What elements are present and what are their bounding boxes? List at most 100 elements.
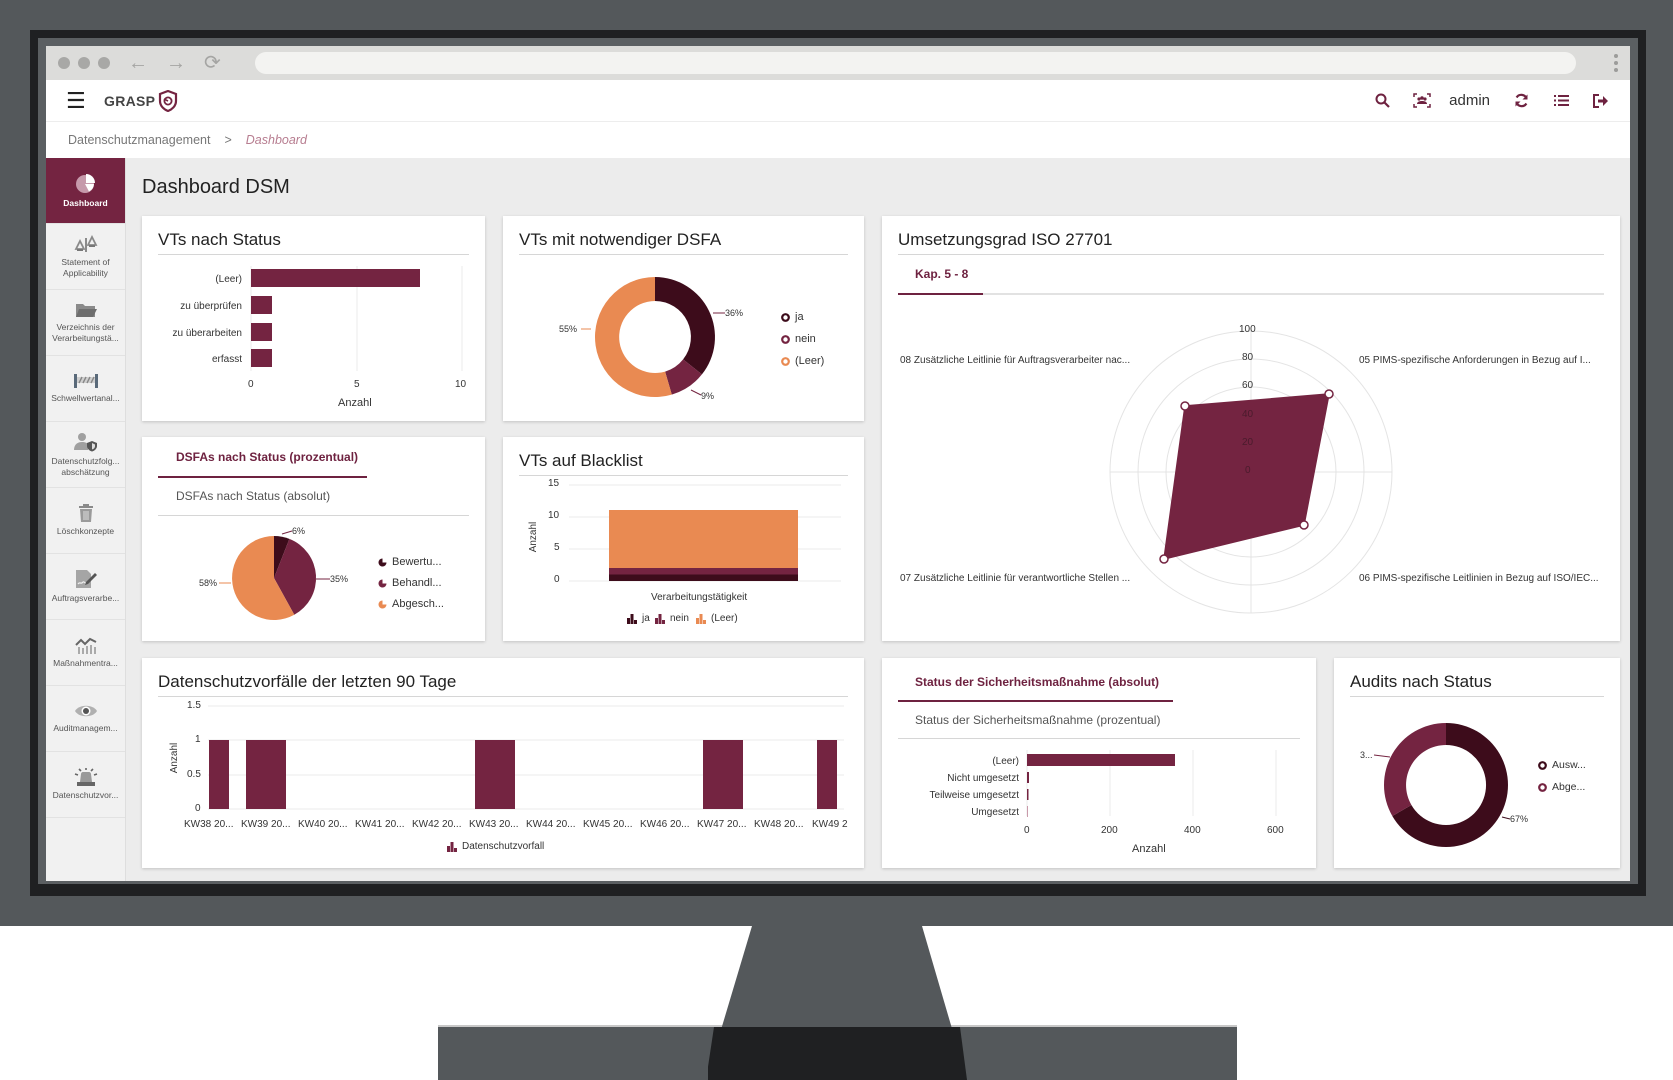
users-scan-icon[interactable] — [1413, 92, 1431, 110]
card-dsfas-nach-status: DSFAs nach Status (prozentual) DSFAs nac… — [142, 437, 485, 641]
y-tick: 0.5 — [187, 769, 201, 780]
x-tick: KW48 20... — [754, 819, 804, 830]
tab-massnahme-prozentual[interactable]: Status der Sicherheitsmaßnahme (prozentu… — [915, 713, 1161, 727]
sidebar-item-label: Verzeichnis der Verarbeitungstä... — [52, 321, 119, 343]
svg-text:Nicht umgesetzt: Nicht umgesetzt — [947, 773, 1019, 784]
legend-item-ja[interactable]: ja — [781, 311, 804, 323]
sidebar-item-label: Datenschutzfolg... abschätzung — [51, 455, 120, 477]
legend-item-leer[interactable]: (Leer) — [696, 613, 738, 624]
measures-bar-chart[interactable]: (Leer) Nicht umgesetzt Teilweise umgesetzt… — [882, 658, 1316, 868]
x-tick: KW39 20... — [241, 819, 291, 830]
user-name[interactable]: admin — [1449, 92, 1490, 109]
legend-item-abgeschlossen[interactable]: Abge... — [1538, 781, 1585, 793]
bar-legend-icon — [655, 613, 665, 624]
tab-dsfas-prozentual[interactable]: DSFAs nach Status (prozentual) — [176, 450, 359, 464]
tab-dsfas-absolut[interactable]: DSFAs nach Status (absolut) — [176, 489, 331, 503]
sidebar-item-label: Dashboard — [63, 198, 108, 209]
breadcrumb-parent[interactable]: Datenschutzmanagement — [68, 133, 211, 147]
svg-text:Anzahl: Anzahl — [528, 522, 539, 553]
radar-axis-label: 08 Zusätzliche Leitlinie für Auftragsver… — [900, 355, 1131, 366]
barrier-icon — [73, 374, 98, 389]
pie-legend-icon — [378, 557, 387, 566]
signature-icon — [75, 570, 97, 589]
list-icon[interactable] — [1552, 92, 1570, 110]
card-vts-dsfa: VTs mit notwendiger DSFA 36% 9% 55% ja — [503, 216, 864, 421]
legend-item-datenschutzvorfall[interactable]: Datenschutzvorfall — [447, 841, 544, 852]
card-iso-27701: Umsetzungsgrad ISO 27701 Kap. 5 - 8 100 — [882, 216, 1620, 641]
window-minimize-dot[interactable] — [78, 57, 90, 69]
sidebar-item-label: Auftragsverarbe... — [51, 593, 120, 604]
card-audits: Audits nach Status 3... 67% Ausw... Abge.… — [1334, 658, 1620, 868]
legend-item-nein[interactable]: nein — [655, 613, 689, 624]
card-title: Audits nach Status — [1350, 672, 1492, 691]
y-tick: 0 — [554, 574, 560, 585]
legend-item-bewertung[interactable]: Bewertu... — [378, 556, 442, 568]
audits-donut-chart[interactable]: 3... 67% — [1334, 658, 1620, 868]
legend-item-nein[interactable]: nein — [781, 333, 816, 345]
sidebar-item-schwellwertanalyse[interactable]: Schwellwertanal... — [46, 356, 125, 422]
search-icon[interactable] — [1373, 92, 1391, 110]
shield-logo-icon — [159, 89, 178, 112]
legend-item-auswertung[interactable]: Ausw... — [1538, 759, 1586, 771]
iso-radar-chart[interactable] — [882, 216, 1620, 641]
legend-item-behandlung[interactable]: Behandl... — [378, 577, 442, 589]
card-title: VTs auf Blacklist — [519, 451, 643, 470]
x-tick: 400 — [1184, 825, 1201, 836]
sidebar-item-verzeichnis[interactable]: Verzeichnis der Verarbeitungstä... — [46, 290, 125, 356]
legend-item-abgeschlossen[interactable]: Abgesch... — [378, 598, 444, 610]
logo-text: GRASP — [104, 92, 156, 109]
svg-text:9%: 9% — [701, 391, 714, 401]
sidebar-item-label: Maßnahmentra... — [53, 658, 118, 669]
window-maximize-dot[interactable] — [98, 57, 110, 69]
card-title: VTs mit notwendiger DSFA — [519, 230, 722, 249]
sidebar-item-auditmanagement[interactable]: Auditmanagem... — [46, 686, 125, 752]
address-bar[interactable] — [254, 52, 1576, 74]
x-axis-label: Anzahl — [338, 397, 372, 409]
svg-text:6%: 6% — [292, 526, 305, 536]
x-tick: KW42 20... — [412, 819, 462, 830]
tab-massnahme-absolut[interactable]: Status der Sicherheitsmaßnahme (absolut) — [915, 675, 1160, 689]
svg-text:3...: 3... — [1360, 750, 1373, 760]
hamburger-menu-icon[interactable]: ☰ — [66, 87, 86, 113]
refresh-icon[interactable] — [1512, 92, 1530, 110]
window-close-dot[interactable] — [58, 57, 70, 69]
logout-icon[interactable] — [1592, 92, 1610, 110]
svg-text:Anzahl: Anzahl — [169, 743, 180, 774]
sidebar-item-datenschutzvorfaelle[interactable]: Datenschutzvor... — [46, 752, 125, 818]
reload-icon[interactable]: ⟳ — [204, 52, 221, 74]
card-vts-nach-status: VTs nach Status (Leer) zu überprüfen zu üb… — [142, 216, 485, 421]
vts-status-bar-chart[interactable]: (Leer) zu überprüfen zu überarbeiten erfass… — [142, 216, 485, 421]
x-axis-label: Verarbeitungstätigkeit — [651, 592, 748, 603]
svg-text:erfasst: erfasst — [212, 354, 242, 365]
legend-item-ja[interactable]: ja — [627, 613, 650, 624]
svg-text:Teilweise umgesetzt: Teilweise umgesetzt — [930, 790, 1020, 801]
x-tick: KW47 20... — [697, 819, 747, 830]
dsfa-status-pie-chart[interactable]: 6% 35% 58% — [142, 437, 485, 641]
sidebar-item-label: Statement of Applicability — [61, 256, 110, 278]
forward-arrow-icon[interactable]: → — [166, 52, 186, 74]
donut-legend-icon — [781, 312, 790, 322]
blacklist-stacked-bar-chart[interactable]: Anzahl — [503, 437, 864, 641]
sidebar-item-loeschkonzepte[interactable]: Löschkonzepte — [46, 488, 125, 554]
back-arrow-icon[interactable]: ← — [128, 52, 148, 74]
bar-legend-icon — [627, 613, 637, 624]
tab-kap-5-8[interactable]: Kap. 5 - 8 — [915, 267, 969, 281]
x-tick: 600 — [1267, 825, 1284, 836]
incidents-bar-chart[interactable]: Anzahl — [142, 658, 864, 868]
x-tick: 200 — [1101, 825, 1118, 836]
browser-chrome: ← → ⟳ — [46, 46, 1630, 80]
browser-menu-icon[interactable] — [1614, 54, 1618, 72]
sidebar-item-massnahmentracking[interactable]: Maßnahmentra... — [46, 620, 125, 686]
sidebar-item-label: Löschkonzepte — [56, 526, 115, 537]
breadcrumb: Datenschutzmanagement > Dashboard — [46, 122, 1630, 158]
sidebar-item-auftragsverarbeitung[interactable]: Auftragsverarbe... — [46, 554, 125, 620]
vts-dsfa-donut-chart[interactable]: 36% 9% 55% — [503, 216, 864, 421]
scales-icon — [74, 234, 97, 252]
sidebar-item-statement-of-applicability[interactable]: Statement of Applicability — [46, 224, 125, 290]
sidebar-item-datenschutzfolgenabschaetzung[interactable]: Datenschutzfolg... abschätzung — [46, 422, 125, 488]
legend-item-leer[interactable]: (Leer) — [781, 355, 824, 367]
app-logo[interactable]: GRASP — [104, 89, 178, 112]
sidebar-item-dashboard[interactable]: Dashboard — [46, 158, 125, 224]
breadcrumb-separator: > — [224, 133, 232, 147]
y-tick: 5 — [554, 542, 560, 553]
